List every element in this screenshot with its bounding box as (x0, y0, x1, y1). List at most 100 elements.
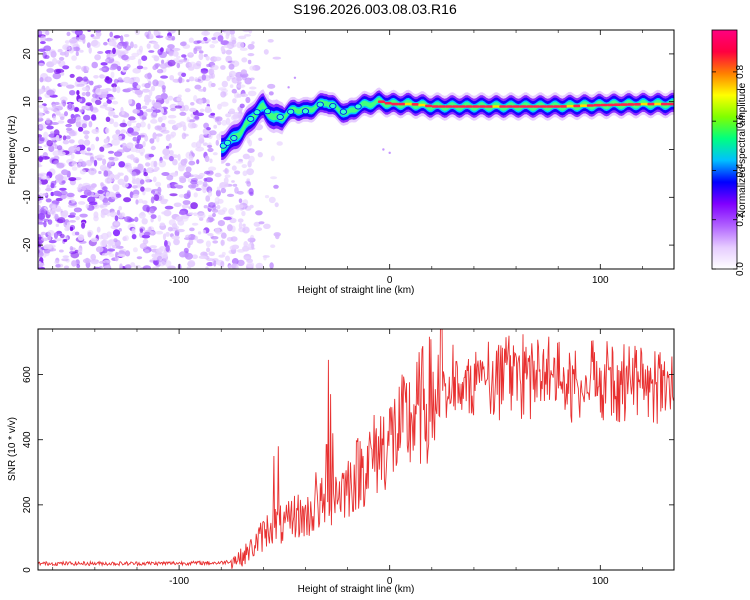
noise-speckle (228, 108, 236, 115)
noise-speckle (143, 231, 151, 236)
noise-speckle (82, 76, 88, 82)
noise-speckle (38, 48, 46, 52)
colorbar-tick-label: 0.6 (735, 114, 746, 128)
noise-speckle (168, 155, 174, 162)
noise-speckle (198, 53, 204, 61)
noise-speckle (139, 243, 147, 250)
noise-speckle (247, 148, 255, 154)
snr-y-tick-label: 200 (22, 496, 33, 513)
noise-speckle (133, 76, 140, 84)
noise-speckle (93, 75, 99, 79)
noise-speckle (105, 191, 111, 198)
noise-speckle (87, 231, 92, 238)
noise-speckle (229, 84, 234, 88)
noise-speckle (46, 175, 50, 182)
noise-speckle (113, 151, 123, 157)
noise-speckle (105, 116, 111, 123)
noise-speckle (69, 226, 74, 232)
noise-speckle (188, 160, 196, 166)
noise-speckle (225, 113, 232, 118)
noise-speckle (124, 216, 132, 223)
noise-speckle (55, 197, 63, 202)
noise-speckle (53, 68, 62, 74)
noise-speckle (76, 76, 84, 83)
noise-speckle (193, 40, 201, 45)
noise-speckle (126, 87, 134, 92)
noise-speckle (89, 80, 94, 86)
noise-speckle (50, 191, 55, 197)
noise-speckle (128, 116, 136, 121)
noise-speckle (45, 198, 52, 203)
noise-speckle (102, 75, 107, 79)
noise-speckle (80, 194, 88, 199)
noise-speckle (70, 113, 75, 119)
noise-speckle (38, 194, 42, 202)
noise-speckle (134, 30, 141, 35)
noise-speckle (54, 260, 60, 265)
noise-speckle (231, 165, 237, 171)
noise-speckle (52, 150, 60, 157)
noise-speckle (81, 105, 86, 111)
noise-speckle (165, 145, 170, 150)
noise-speckle (217, 35, 224, 42)
noise-speckle (245, 180, 251, 184)
noise-speckle (217, 120, 222, 126)
noise-speckle (188, 155, 194, 161)
noise-speckle (269, 262, 274, 269)
noise-speckle (112, 47, 116, 54)
spectrogram-x-axis-label: Height of straight line (km) (298, 285, 415, 296)
noise-speckle (195, 146, 205, 152)
colorbar-ticks: 0.0 0.2 0.4 0.6 0.8 (712, 64, 746, 276)
noise-speckle (71, 55, 77, 61)
noise-speckle (205, 99, 210, 105)
noise-speckle (242, 170, 248, 177)
noise-speckle (50, 131, 55, 135)
noise-speckle (67, 118, 76, 124)
noise-speckle (187, 212, 194, 216)
noise-speckle (78, 139, 85, 145)
noise-speckle (185, 166, 192, 173)
noise-speckle (90, 34, 95, 38)
noise-speckle (38, 104, 44, 109)
noise-speckle (113, 238, 118, 243)
noise-speckle (144, 187, 152, 192)
noise-speckle (43, 248, 51, 254)
noise-speckle (99, 260, 105, 264)
noise-speckle (102, 201, 111, 206)
noise-speckle (83, 189, 92, 197)
noise-speckle (200, 68, 209, 74)
noise-speckle (150, 214, 157, 220)
noise-speckle (162, 233, 167, 241)
noise-speckle (99, 265, 103, 269)
noise-speckle (155, 35, 164, 39)
noise-speckle (113, 121, 119, 128)
noise-speckle (116, 86, 121, 94)
noise-speckle (111, 83, 117, 88)
noise-speckle (263, 255, 267, 261)
noise-speckle (146, 95, 151, 99)
noise-speckle (150, 145, 156, 151)
noise-speckle (214, 56, 222, 62)
noise-speckle (194, 77, 198, 82)
noise-speckle (105, 76, 110, 81)
noise-speckle (236, 41, 245, 49)
noise-speckle (47, 219, 53, 225)
noise-speckle (84, 152, 93, 156)
noise-speckle (188, 37, 194, 43)
noise-speckle (108, 238, 115, 246)
noise-speckle (150, 85, 156, 92)
noise-speckle (68, 46, 75, 54)
noise-speckle (209, 158, 213, 164)
noise-speckle (207, 147, 214, 153)
noise-speckle (60, 72, 65, 76)
noise-speckle (137, 163, 144, 171)
noise-speckle (45, 107, 55, 111)
noise-speckle (228, 265, 233, 269)
ridge-blob (263, 108, 272, 115)
noise-speckle (211, 37, 217, 41)
noise-speckle (145, 162, 151, 167)
noise-speckle (196, 60, 202, 67)
noise-speckle (204, 106, 211, 113)
noise-speckle (130, 262, 136, 268)
noise-speckle (75, 65, 82, 70)
